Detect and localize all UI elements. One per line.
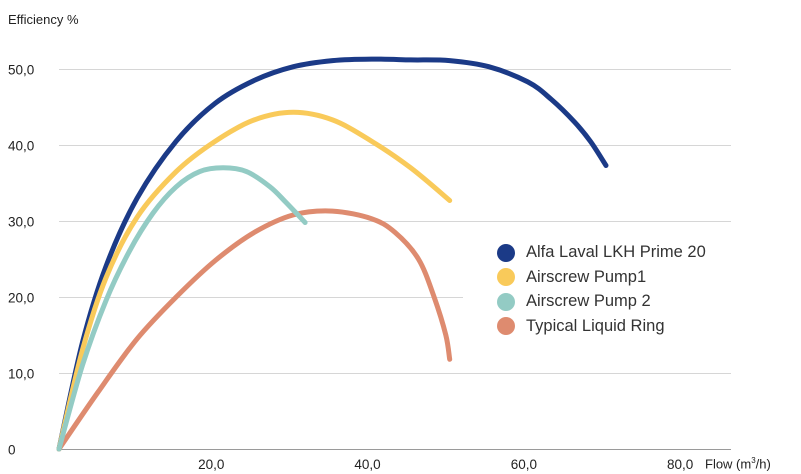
series-lines <box>56 56 609 452</box>
series-line-airscrew-pump1 <box>56 109 453 452</box>
series-line-alfa-laval <box>56 56 609 452</box>
x-tick-label: 60,0 <box>511 457 537 472</box>
x-axis-label-main: Flow (m <box>705 456 752 472</box>
series-line-typical-liquid-ring <box>56 208 453 452</box>
legend-item-airscrew-pump1: Airscrew Pump1 <box>497 266 706 289</box>
legend-label-typical-liquid-ring: Typical Liquid Ring <box>526 316 665 335</box>
legend-item-alfa-laval: Alfa Laval LKH Prime 20 <box>497 241 706 264</box>
y-tick-label: 10,0 <box>8 367 34 382</box>
x-axis-label-unit: /h) <box>755 456 771 472</box>
y-axis-label: Efficiency % <box>8 12 79 27</box>
y-tick-label: 20,0 <box>8 291 34 306</box>
x-tick-label: 20,0 <box>198 457 224 472</box>
x-axis-label-superscript: 3 <box>751 456 756 465</box>
legend-label-airscrew-pump1: Airscrew Pump1 <box>526 267 647 286</box>
y-tick-label: 40,0 <box>8 139 34 154</box>
x-axis-label: Flow (m3/h) <box>705 456 771 471</box>
legend-label-airscrew-pump2: Airscrew Pump 2 <box>526 292 651 310</box>
legend: Alfa Laval LKH Prime 20 Airscrew Pump1 A… <box>497 241 706 339</box>
series-line-airscrew-pump2 <box>56 165 308 452</box>
legend-label-alfa-laval: Alfa Laval LKH Prime 20 <box>526 243 706 261</box>
legend-swatch-alfa-laval <box>497 243 515 262</box>
y-axis-ticks: 0 10,0 20,0 30,0 40,0 50,0 <box>8 63 34 458</box>
legend-swatch-airscrew-pump1 <box>497 268 515 286</box>
y-tick-label: 0 <box>8 443 16 458</box>
legend-item-typical-liquid-ring: Typical Liquid Ring <box>497 315 706 338</box>
legend-swatch-typical-liquid-ring <box>497 317 515 335</box>
y-tick-label: 30,0 <box>8 215 34 230</box>
x-tick-label: 80,0 <box>667 457 693 472</box>
x-tick-label: 40,0 <box>354 457 380 472</box>
legend-swatch-airscrew-pump2 <box>497 292 515 311</box>
y-tick-label: 50,0 <box>8 63 34 78</box>
x-axis-ticks: 20,0 40,0 60,0 80,0 <box>198 457 693 472</box>
legend-item-airscrew-pump2: Airscrew Pump 2 <box>497 290 706 313</box>
